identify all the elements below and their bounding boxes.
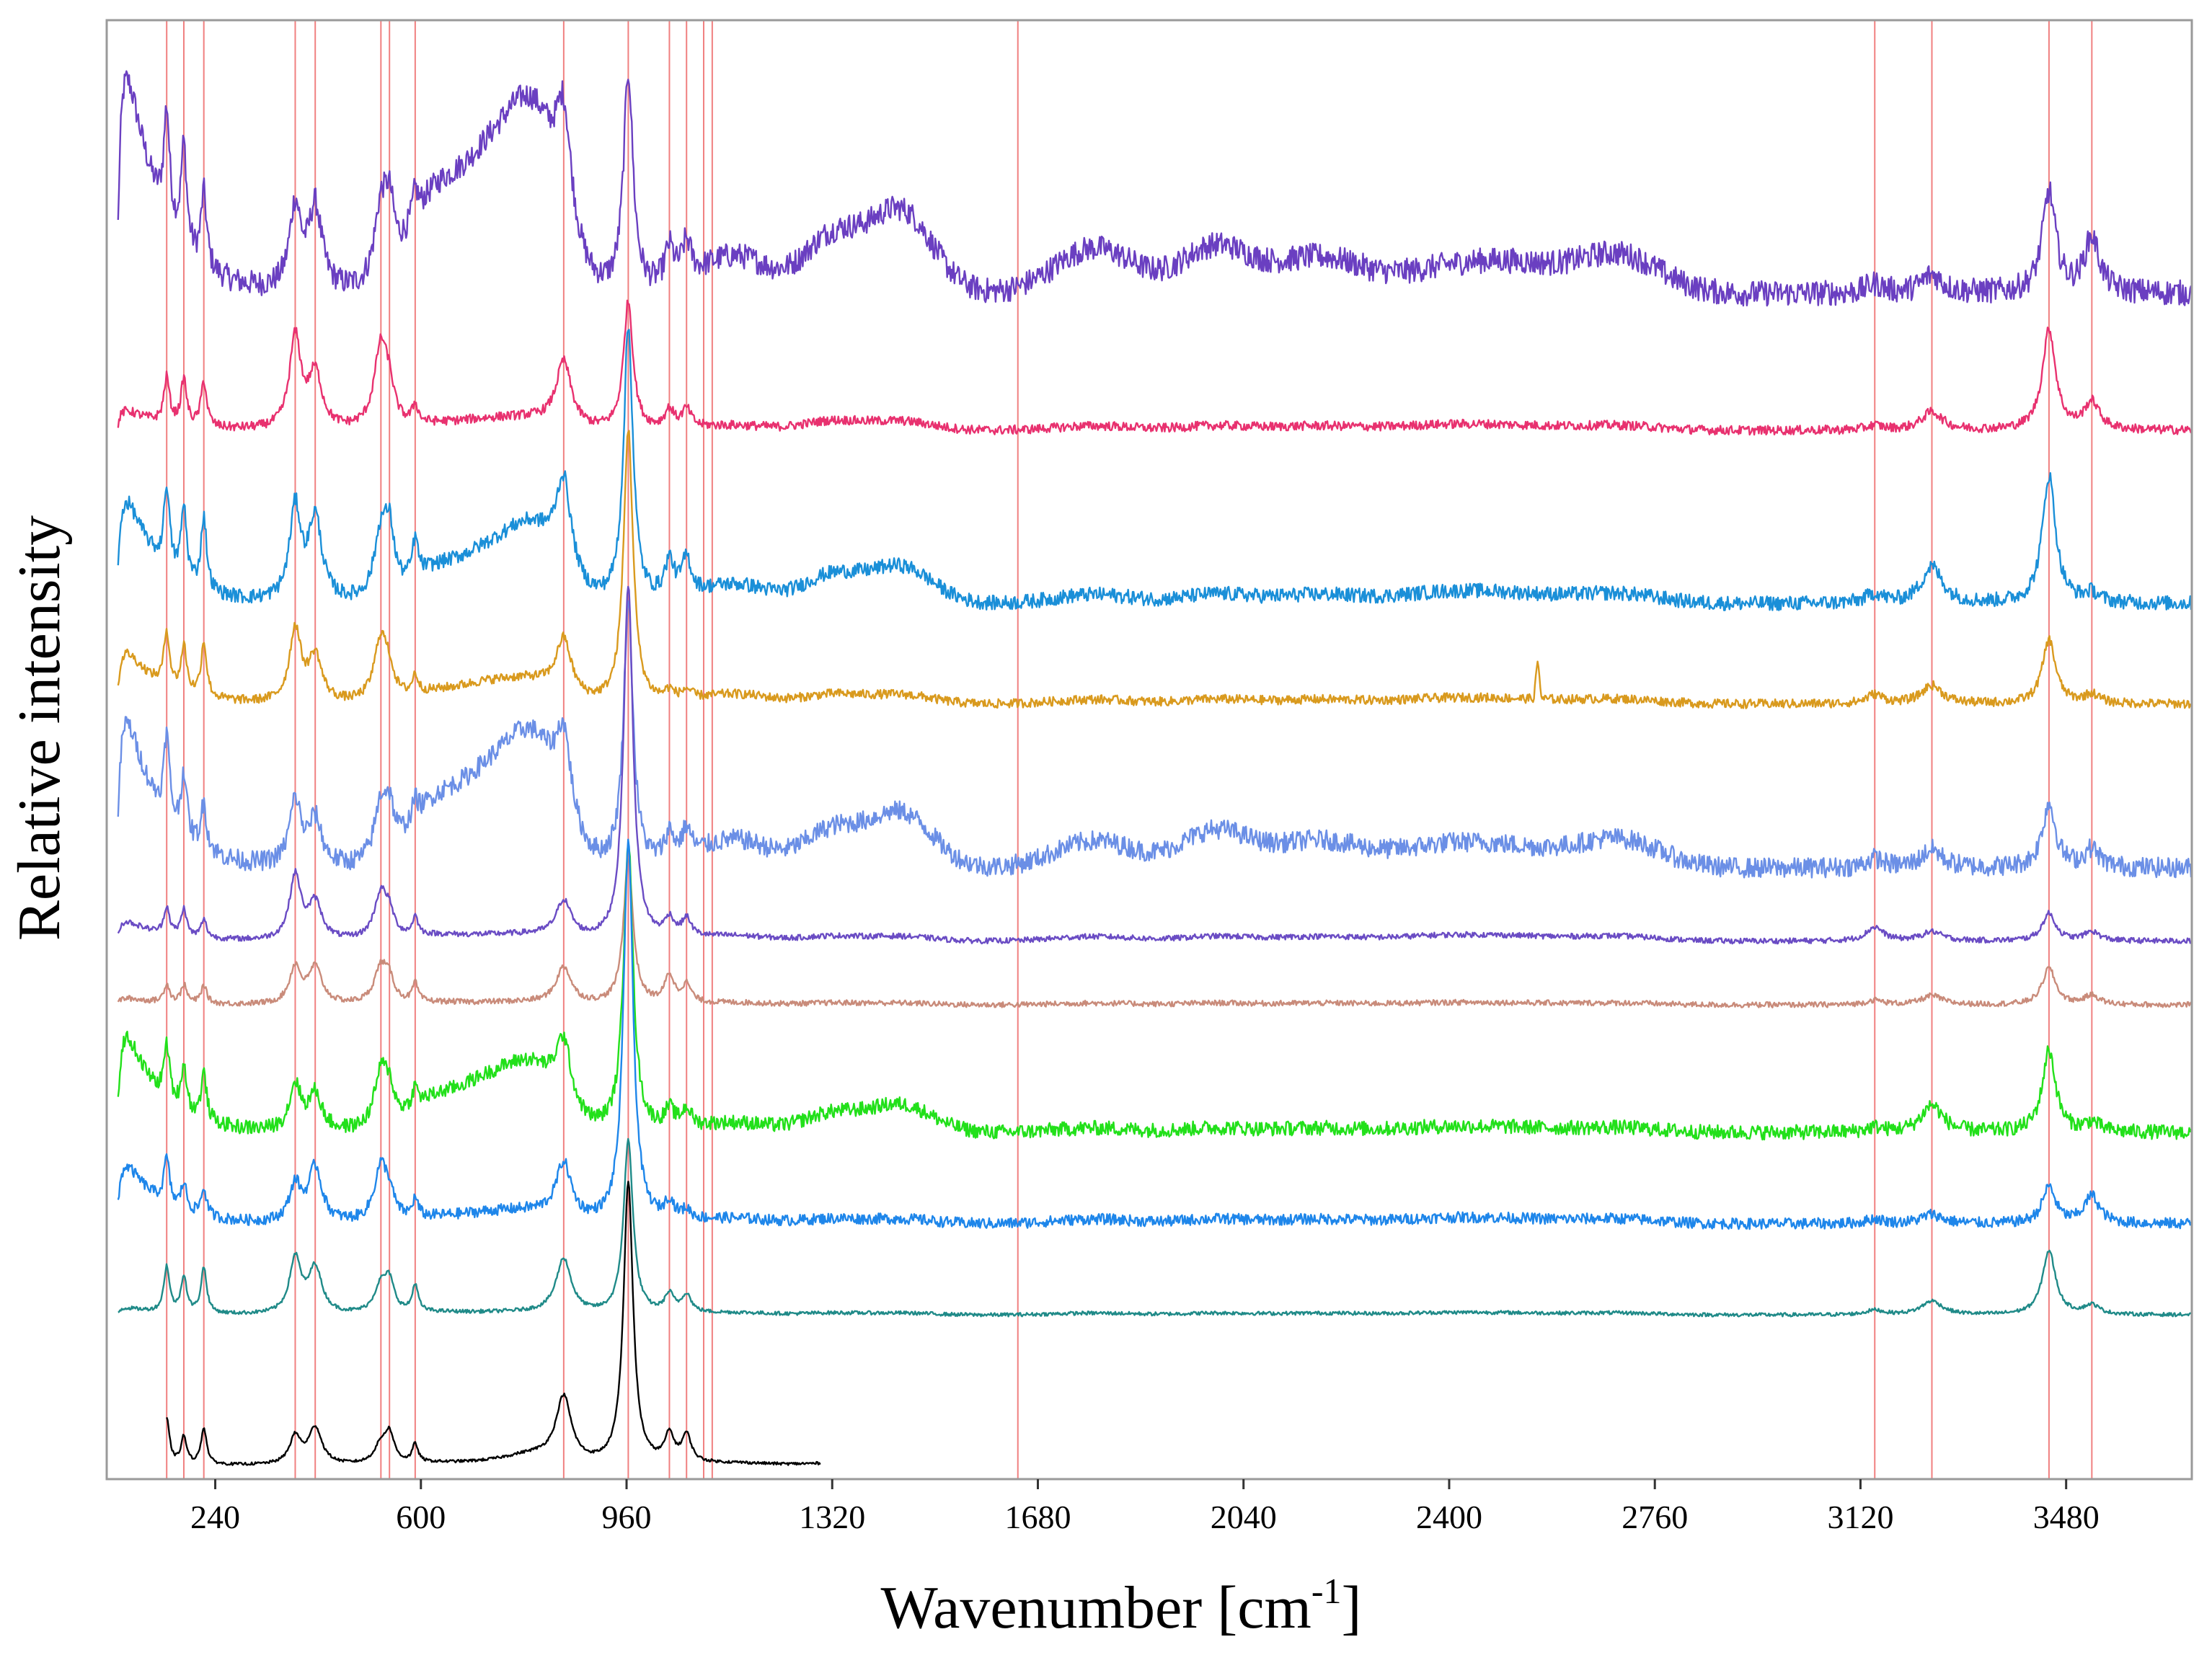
series-line-spectrum-2: [117, 299, 2193, 436]
x-tick-label-960: 960: [602, 1499, 652, 1535]
series-line-reference-spectrum: [166, 1181, 821, 1466]
x-tick-label-2760: 2760: [1622, 1499, 1688, 1535]
x-tick-label-1680: 1680: [1004, 1499, 1071, 1535]
x-axis-title-superscript: -1: [1311, 1571, 1342, 1611]
x-tick-label-3480: 3480: [2033, 1499, 2100, 1535]
series-line-spectrum-10: [118, 1137, 2192, 1318]
reference-lines: [166, 20, 2093, 1479]
x-tick-label-2400: 2400: [1416, 1499, 1482, 1535]
series-line-spectrum-3: [117, 329, 2193, 611]
plot-frame: [105, 19, 2193, 1481]
series-line-spectrum-4: [117, 430, 2193, 709]
y-axis-title: Relative intensity: [6, 515, 73, 941]
series-line-spectrum-1: [117, 70, 2193, 307]
series-line-spectrum-7: [117, 858, 2193, 1008]
spectra-series: [117, 70, 2193, 1466]
x-tick-label-600: 600: [396, 1499, 446, 1535]
series-line-spectrum-6: [117, 585, 2192, 945]
series-line-spectrum-5: [117, 600, 2193, 879]
x-axis-title: Wavenumber [cm-1]: [881, 1571, 1362, 1641]
x-axis-ticks: 240 600 960 1320 1680 2040 2400 2760 3120 3480: [190, 1479, 2100, 1535]
x-tick-label-1320: 1320: [799, 1499, 865, 1535]
series-line-spectrum-8: [117, 843, 2193, 1141]
series-line-spectrum-9: [117, 838, 2193, 1230]
x-tick-label-2040: 2040: [1211, 1499, 1277, 1535]
x-tick-label-3120: 3120: [1827, 1499, 1893, 1535]
x-tick-label-240: 240: [190, 1499, 240, 1535]
